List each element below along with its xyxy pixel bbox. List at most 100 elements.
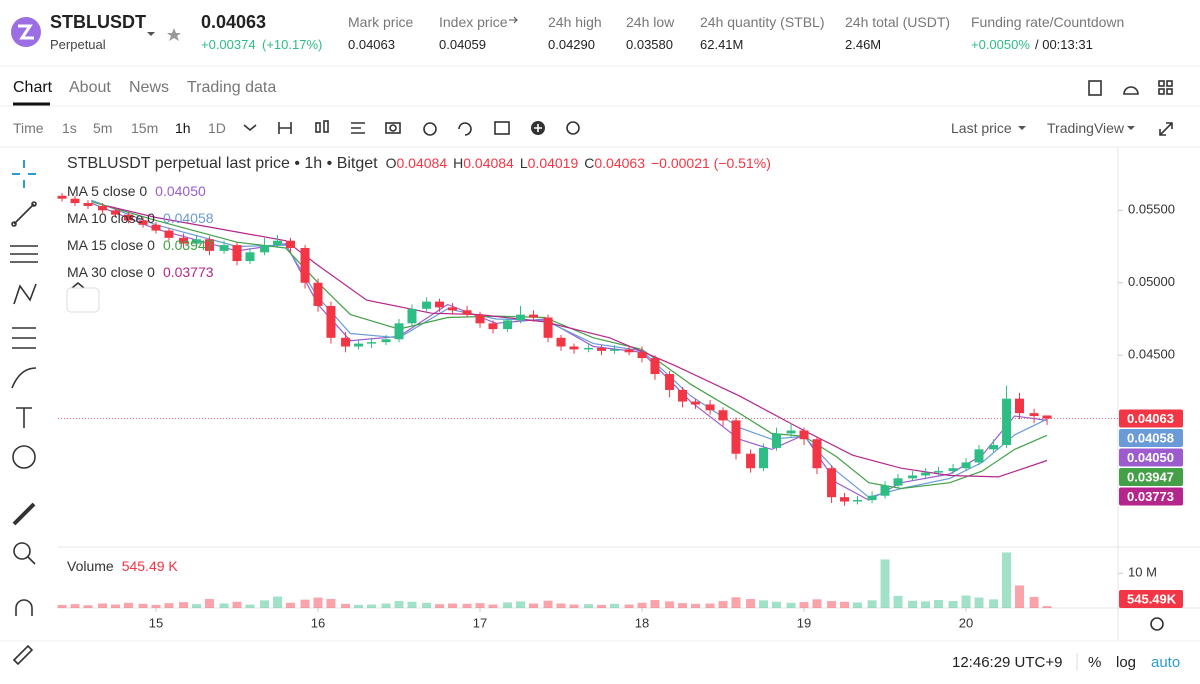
volume-bar — [812, 599, 822, 608]
tab[interactable]: News — [129, 79, 170, 96]
volume-bar — [300, 599, 310, 608]
candle-body — [771, 433, 781, 448]
candle-body — [528, 314, 538, 318]
volume-bar — [569, 604, 579, 608]
volume-bar — [313, 597, 323, 608]
volume-bar — [867, 600, 877, 608]
scale-option[interactable]: % — [1088, 654, 1102, 671]
collapse-icon — [71, 282, 85, 289]
volume-bar — [948, 601, 958, 608]
candle-body — [232, 245, 242, 262]
tab[interactable]: Trading data — [187, 79, 277, 96]
x-tick-label: 18 — [635, 615, 649, 630]
price-tag-label: 0.03947 — [1127, 469, 1174, 484]
ma-name: MA 15 close 0 — [67, 237, 155, 253]
stat-value: 2.46M — [845, 37, 882, 52]
ohlc-value: 0.04084 — [463, 155, 514, 171]
funding-countdown: / 00:13:31 — [1035, 37, 1093, 52]
volume-bar — [989, 599, 999, 608]
chart-title: STBLUSDT perpetual last price • 1h • Bit… — [67, 155, 378, 172]
collapse-legend-button[interactable] — [66, 287, 100, 313]
settings-icon[interactable] — [1150, 617, 1164, 631]
volume-bar — [232, 601, 242, 608]
candle-body — [354, 343, 364, 347]
volume-tag — [1119, 590, 1183, 608]
candle-body — [488, 323, 498, 330]
drawing-tools[interactable] — [10, 160, 38, 666]
stat-value: 62.41M — [700, 37, 744, 52]
volume-bar — [1042, 606, 1052, 608]
candle-body — [908, 475, 918, 479]
top-icons[interactable] — [1088, 80, 1173, 96]
scale-option[interactable]: auto — [1151, 654, 1181, 671]
volume-bar — [528, 603, 538, 608]
tab[interactable]: About — [69, 79, 111, 96]
ma-value: 0.04050 — [155, 183, 206, 199]
ma-legend: MA 10 close 0 0.04058 — [67, 210, 214, 226]
last-price: 0.04063 — [201, 12, 267, 32]
price-tag — [1119, 448, 1183, 467]
tab[interactable]: Chart — [13, 79, 53, 96]
volume-bar — [1015, 585, 1025, 608]
dropdown-caret[interactable] — [147, 32, 155, 36]
x-tick-label: 15 — [149, 615, 163, 630]
interval[interactable]: 1s — [62, 120, 77, 136]
volume-bar — [690, 603, 700, 608]
stat-label: Mark price — [348, 14, 414, 30]
candle-body — [260, 245, 270, 253]
volume-bar — [245, 604, 255, 608]
candle-body — [313, 282, 323, 306]
ma-line — [90, 199, 1048, 498]
volume-bar — [164, 603, 174, 608]
view-select[interactable]: TradingView — [1047, 120, 1125, 136]
candle-body — [584, 347, 594, 350]
interval[interactable]: 5m — [93, 120, 113, 136]
candle-body — [179, 237, 189, 244]
candle-body — [678, 389, 688, 402]
candle-body — [556, 337, 566, 347]
ohlc-value: 0.04084 — [396, 155, 448, 171]
stat-label: 24h low — [626, 14, 675, 30]
volume-bar — [83, 605, 93, 608]
candle-body — [381, 339, 391, 343]
candle-body — [609, 349, 619, 351]
price-tag-label: 0.04050 — [1127, 450, 1174, 465]
volume-bar — [219, 603, 229, 608]
toolbar-icons[interactable] — [243, 120, 1173, 136]
stat-label: Index price — [439, 14, 508, 30]
volume-bar — [179, 602, 189, 608]
volume-bar — [394, 601, 404, 608]
interval[interactable]: 15m — [131, 120, 159, 136]
volume-bar — [326, 598, 336, 608]
candle-body — [786, 430, 796, 434]
candle-body — [650, 358, 660, 375]
price-type-select[interactable]: Last price — [951, 120, 1012, 136]
funding-rate: +0.0050% — [971, 37, 1030, 52]
interval[interactable]: 1h — [175, 120, 191, 136]
ma-name: MA 5 close 0 — [67, 183, 148, 199]
candle-body — [731, 420, 741, 454]
price-tag — [1119, 468, 1183, 487]
volume-bar — [407, 601, 417, 608]
interval[interactable]: 1D — [208, 120, 226, 136]
candle-body — [637, 352, 647, 359]
candle-body — [123, 214, 133, 221]
volume-bar — [731, 597, 741, 608]
volume-bar — [123, 602, 133, 608]
candle-body — [867, 495, 877, 501]
ohlc-value: 0.04063 — [594, 155, 645, 171]
volume-bar — [840, 601, 850, 608]
stat-label: 24h total (USDT) — [845, 14, 951, 30]
volume-bar — [366, 604, 376, 608]
volume-bar — [933, 600, 943, 608]
price-tag-label: 0.03773 — [1127, 489, 1174, 504]
favorite-star[interactable] — [167, 28, 181, 41]
scale-option[interactable]: log — [1116, 654, 1137, 671]
candle-body — [880, 485, 890, 496]
candle-body — [543, 317, 553, 338]
ma-line — [91, 201, 1048, 490]
candle-body — [192, 239, 202, 244]
volume-bar — [516, 601, 526, 608]
volume-bar — [852, 602, 862, 608]
